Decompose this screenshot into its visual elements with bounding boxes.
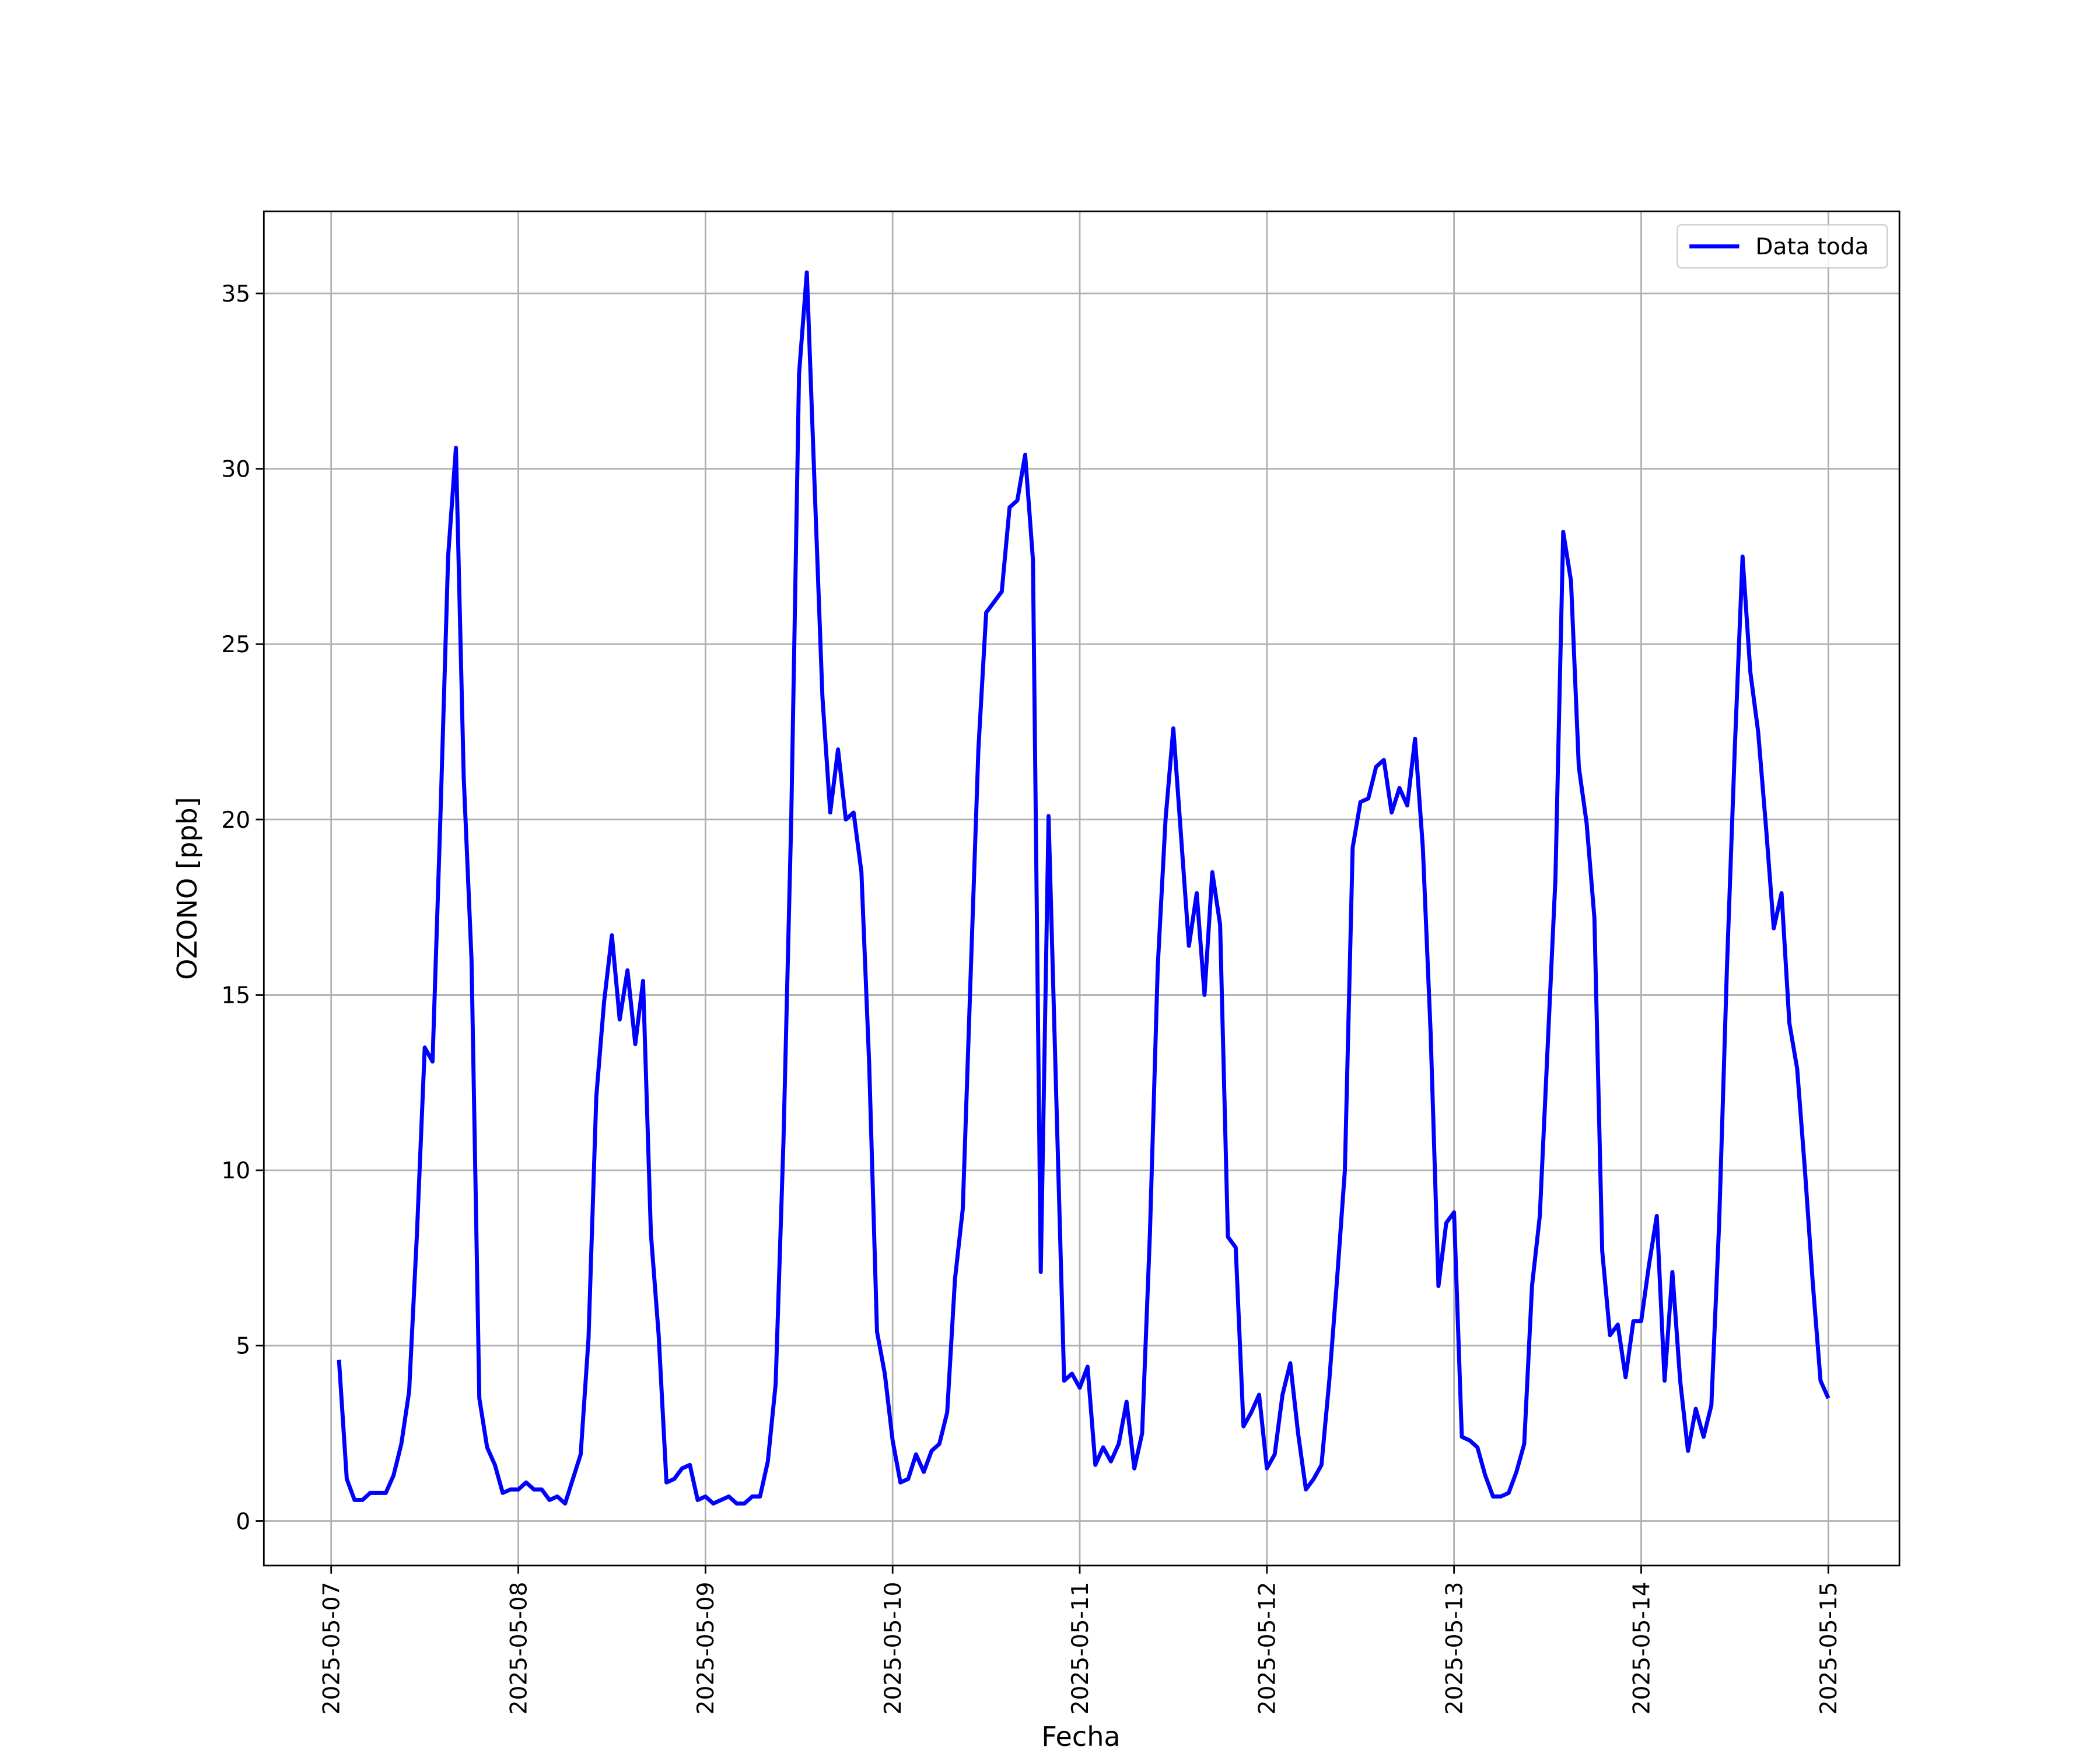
y-tick-label: 10	[221, 1158, 250, 1184]
y-tick-label: 25	[221, 632, 250, 658]
y-tick-label: 20	[221, 807, 250, 834]
x-tick-label: 2025-05-08	[506, 1582, 532, 1715]
y-tick-label: 35	[221, 281, 250, 307]
legend: Data toda	[1676, 224, 1888, 269]
grid	[264, 211, 1900, 1566]
y-axis-label: OZONO [ppb]	[172, 797, 203, 980]
x-axis-label: Fecha	[1041, 1721, 1120, 1750]
x-tick-label: 2025-05-13	[1441, 1582, 1468, 1715]
x-tick-label: 2025-05-14	[1629, 1582, 1655, 1715]
plot	[337, 270, 1831, 1506]
y-tick-label: 15	[221, 982, 250, 1009]
axes-frame	[262, 210, 1901, 1567]
y-tick-label: 0	[236, 1508, 250, 1535]
data-line	[337, 270, 1831, 1506]
y-tick-label: 5	[236, 1334, 250, 1360]
x-tick-label: 2025-05-12	[1255, 1582, 1281, 1715]
x-tick-label: 2025-05-10	[880, 1582, 907, 1715]
x-tick-label: 2025-05-15	[1816, 1582, 1842, 1715]
x-tick-label: 2025-05-11	[1068, 1582, 1094, 1715]
x-tick-label: 2025-05-09	[693, 1582, 719, 1715]
x-tick-label: 2025-05-07	[319, 1582, 345, 1715]
ticks: 0 5 10 15 20 25 30 35 2025-05-07 2025-05-08 2025-0…	[221, 281, 1842, 1715]
legend-box	[1676, 224, 1888, 269]
legend-label: Data toda	[1755, 234, 1868, 260]
y-tick-label: 30	[221, 456, 250, 482]
